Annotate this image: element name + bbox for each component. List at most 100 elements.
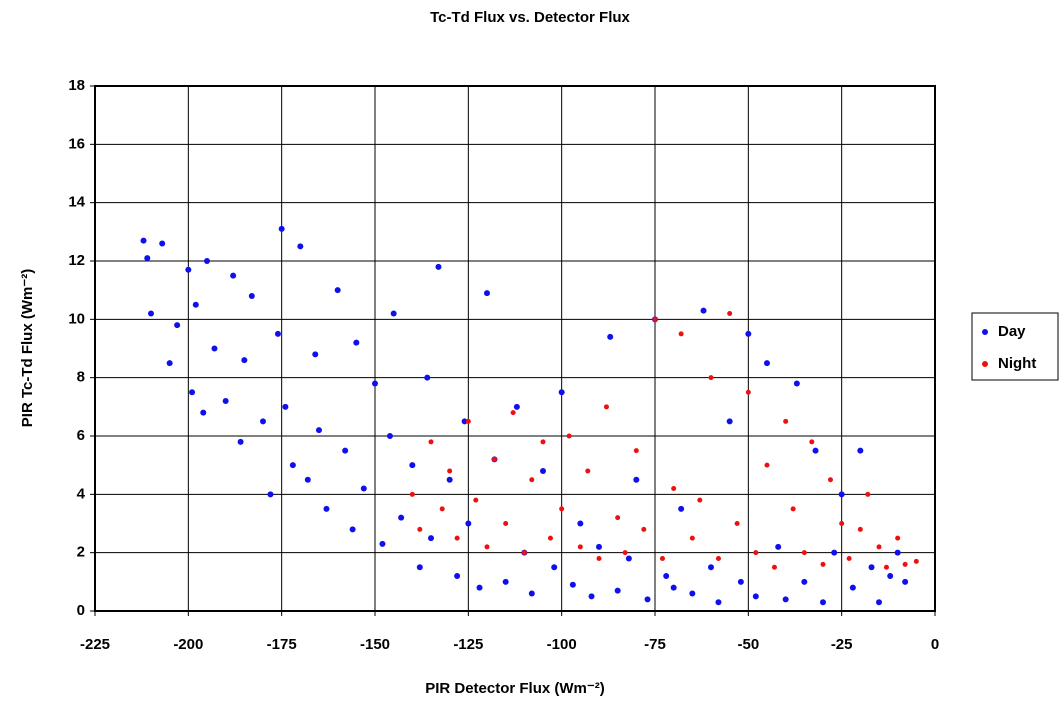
point <box>577 544 583 550</box>
y-tick-label: 16 <box>68 135 85 152</box>
y-tick-label: 6 <box>77 427 85 444</box>
point <box>745 389 751 395</box>
y-axis-label: PIR Tc-Td Flux (Wm⁻²) <box>19 269 36 427</box>
point <box>708 375 714 381</box>
point <box>558 389 565 396</box>
point <box>625 555 632 562</box>
point <box>569 581 576 588</box>
point <box>790 506 796 512</box>
y-tick-label: 18 <box>68 77 85 94</box>
point <box>596 556 602 561</box>
point <box>435 263 442 270</box>
point <box>726 418 733 425</box>
point <box>484 290 490 297</box>
point <box>771 564 777 570</box>
point <box>547 535 553 541</box>
point <box>615 515 621 521</box>
x-tick-label: -125 <box>453 636 483 653</box>
point <box>503 521 509 526</box>
point <box>596 543 602 550</box>
point <box>260 418 266 425</box>
point <box>166 360 173 367</box>
x-tick-label: -175 <box>267 636 297 653</box>
point <box>801 550 807 556</box>
point <box>652 316 658 322</box>
point <box>902 561 908 567</box>
point <box>700 307 707 314</box>
point <box>607 333 614 340</box>
y-tick-label: 8 <box>77 369 85 386</box>
point <box>678 331 684 337</box>
point <box>753 550 759 556</box>
point <box>409 462 416 469</box>
point <box>585 468 591 474</box>
point <box>379 540 386 547</box>
point <box>689 535 695 541</box>
x-tick-label: -100 <box>547 636 577 653</box>
point <box>812 447 819 454</box>
point <box>446 476 453 483</box>
point <box>282 403 289 410</box>
point <box>237 438 244 445</box>
point <box>775 543 782 550</box>
point <box>476 584 483 591</box>
y-tick-label: 14 <box>68 194 85 211</box>
point <box>540 439 546 445</box>
point <box>913 558 919 564</box>
point <box>447 468 453 474</box>
point <box>764 462 770 468</box>
point <box>416 564 423 571</box>
y-tick-label: 12 <box>68 252 85 269</box>
point <box>745 330 752 337</box>
point <box>513 403 520 410</box>
point <box>484 544 490 550</box>
point <box>222 398 229 404</box>
point <box>439 506 445 512</box>
legend-marker <box>982 361 988 367</box>
point <box>211 345 218 352</box>
y-tick-label: 2 <box>77 544 85 561</box>
point <box>846 556 852 561</box>
point <box>671 486 677 491</box>
point <box>417 526 423 532</box>
legend-box <box>971 312 1059 381</box>
point <box>248 293 255 299</box>
point <box>820 599 826 606</box>
point <box>551 564 558 571</box>
point <box>868 564 875 571</box>
y-tick-label: 0 <box>77 602 85 619</box>
point <box>603 404 609 410</box>
point <box>588 593 595 600</box>
point <box>849 584 856 591</box>
point <box>663 573 670 579</box>
point <box>241 357 248 364</box>
point <box>715 556 721 561</box>
point <box>839 521 845 526</box>
chart-title: Tc-Td Flux vs. Detector Flux <box>430 9 630 26</box>
point <box>192 301 199 308</box>
point <box>644 596 651 603</box>
point <box>727 311 733 316</box>
point <box>148 310 154 317</box>
x-tick-label: -75 <box>644 636 666 653</box>
point <box>633 476 640 483</box>
point <box>715 599 722 606</box>
point <box>304 476 311 483</box>
point <box>353 339 360 346</box>
point <box>895 535 901 541</box>
point <box>510 410 516 416</box>
x-tick-label: -50 <box>737 636 759 653</box>
point <box>737 578 744 585</box>
point <box>360 485 367 492</box>
point <box>857 447 864 454</box>
point <box>783 418 789 424</box>
point <box>349 526 356 533</box>
point <box>316 427 322 434</box>
point <box>289 462 296 469</box>
point <box>334 287 341 294</box>
point <box>461 418 468 425</box>
point <box>342 447 349 454</box>
point <box>734 521 740 526</box>
point <box>465 520 472 527</box>
point <box>424 374 431 381</box>
